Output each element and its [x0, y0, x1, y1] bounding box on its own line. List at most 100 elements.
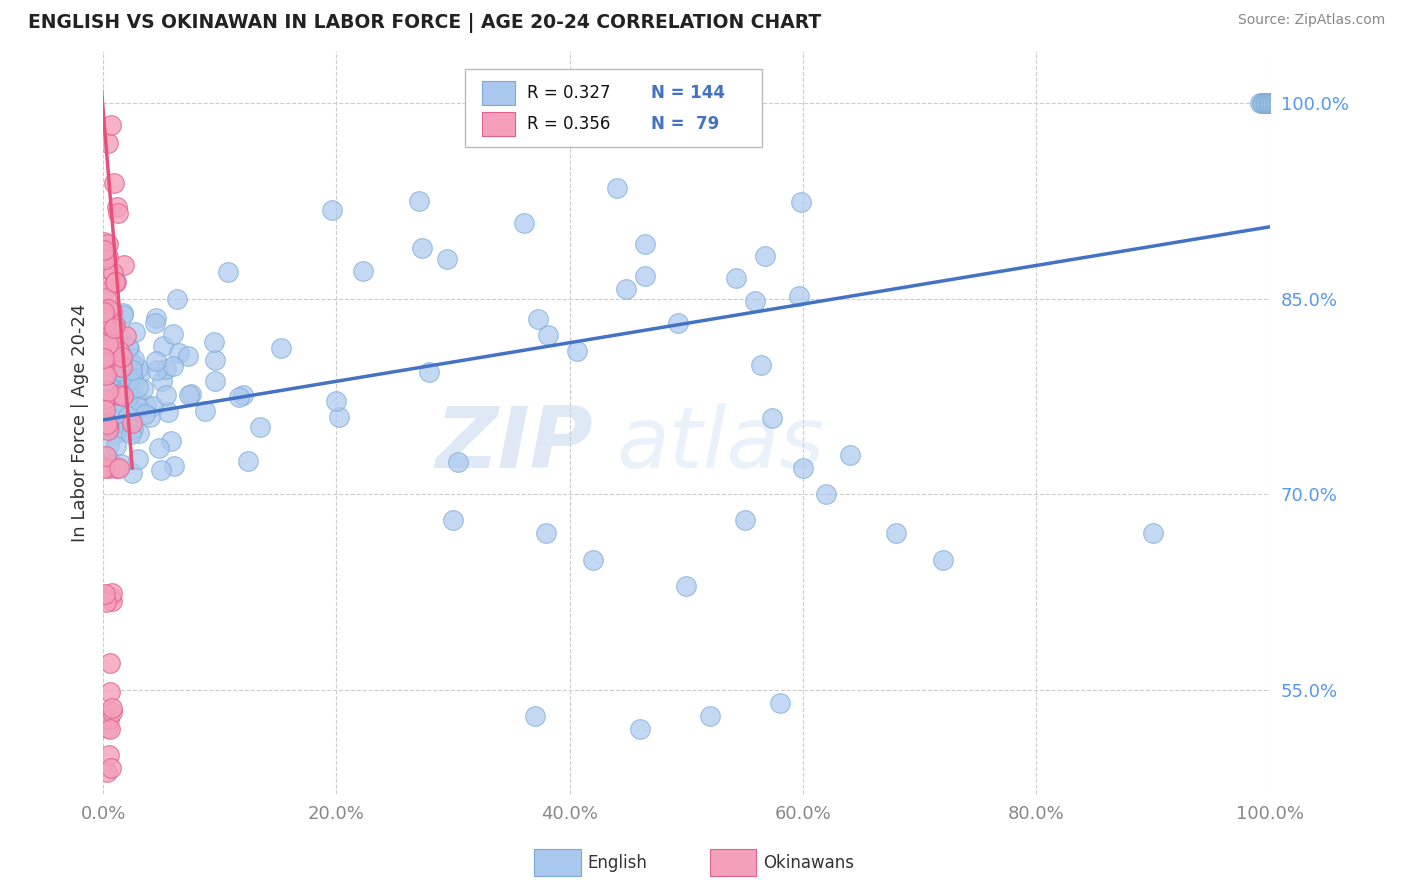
Text: ENGLISH VS OKINAWAN IN LABOR FORCE | AGE 20-24 CORRELATION CHART: ENGLISH VS OKINAWAN IN LABOR FORCE | AGE…: [28, 13, 821, 33]
Point: [139, 409, 162, 424]
Point: [97, 358, 120, 372]
Point: [97, 302, 120, 317]
Point: [94, 449, 117, 463]
Point: [228, 390, 250, 404]
Point: [117, 389, 139, 403]
Point: [815, 487, 838, 501]
Point: [121, 467, 143, 481]
Point: [145, 354, 167, 368]
Point: [105, 200, 128, 214]
Point: [270, 341, 292, 355]
Point: [94, 249, 117, 263]
Point: [100, 701, 122, 715]
Point: [100, 590, 122, 604]
Point: [111, 389, 134, 403]
Point: [249, 420, 271, 434]
Point: [93, 318, 115, 333]
Point: [93, 403, 115, 417]
Point: [177, 388, 200, 402]
Point: [325, 394, 347, 409]
Point: [321, 202, 343, 217]
Point: [93, 398, 115, 412]
Point: [122, 422, 145, 436]
Point: [93, 247, 115, 261]
Point: [98, 684, 121, 698]
Point: [97, 461, 120, 475]
Point: [749, 358, 772, 372]
Point: [536, 526, 558, 541]
Point: [93, 334, 115, 348]
Point: [523, 709, 546, 723]
Point: [1257, 95, 1279, 110]
Text: Source: ZipAtlas.com: Source: ZipAtlas.com: [1237, 13, 1385, 28]
Point: [114, 360, 136, 375]
Point: [787, 289, 810, 303]
Point: [118, 372, 141, 386]
Bar: [482, 112, 515, 136]
Point: [104, 461, 127, 475]
Point: [108, 387, 131, 401]
Point: [97, 337, 120, 351]
Point: [441, 513, 464, 527]
Text: English: English: [588, 854, 648, 871]
Point: [98, 338, 121, 352]
Point: [614, 282, 637, 296]
Point: [675, 579, 697, 593]
Point: [166, 292, 188, 306]
Point: [143, 316, 166, 330]
Point: [98, 332, 121, 346]
Point: [202, 335, 225, 350]
Text: N = 144: N = 144: [651, 84, 725, 102]
Point: [418, 365, 440, 379]
Point: [152, 338, 174, 352]
Point: [93, 392, 115, 407]
Point: [217, 265, 239, 279]
Point: [886, 526, 908, 541]
Point: [537, 327, 560, 342]
Point: [98, 454, 121, 468]
Point: [129, 366, 152, 380]
Point: [446, 455, 468, 469]
Point: [134, 407, 156, 421]
Point: [103, 266, 125, 280]
Point: [112, 258, 135, 272]
Point: [94, 316, 117, 330]
Point: [838, 448, 860, 462]
Point: [232, 387, 254, 401]
Text: N =  79: N = 79: [651, 115, 720, 133]
Point: [107, 461, 129, 475]
Point: [1253, 95, 1275, 110]
Point: [94, 323, 117, 337]
Point: [104, 318, 127, 333]
Point: [122, 370, 145, 384]
Point: [352, 264, 374, 278]
Point: [97, 748, 120, 763]
Point: [513, 216, 536, 230]
Point: [436, 252, 458, 267]
Point: [103, 309, 125, 323]
Point: [142, 399, 165, 413]
Point: [101, 366, 124, 380]
Point: [114, 425, 136, 439]
Point: [115, 329, 138, 343]
Text: ZIP: ZIP: [436, 403, 593, 486]
Point: [114, 399, 136, 413]
Point: [101, 338, 124, 352]
Point: [97, 379, 120, 393]
Point: [121, 355, 143, 369]
Point: [111, 308, 134, 322]
Point: [1263, 95, 1285, 110]
Point: [103, 321, 125, 335]
Point: [93, 459, 115, 474]
Point: [149, 463, 172, 477]
Point: [104, 439, 127, 453]
Point: [118, 341, 141, 355]
Point: [128, 425, 150, 440]
Point: [107, 401, 129, 415]
Point: [132, 382, 155, 396]
Point: [162, 326, 184, 341]
Point: [204, 374, 226, 388]
Point: [94, 587, 117, 601]
Point: [97, 136, 120, 151]
Point: [145, 310, 167, 325]
